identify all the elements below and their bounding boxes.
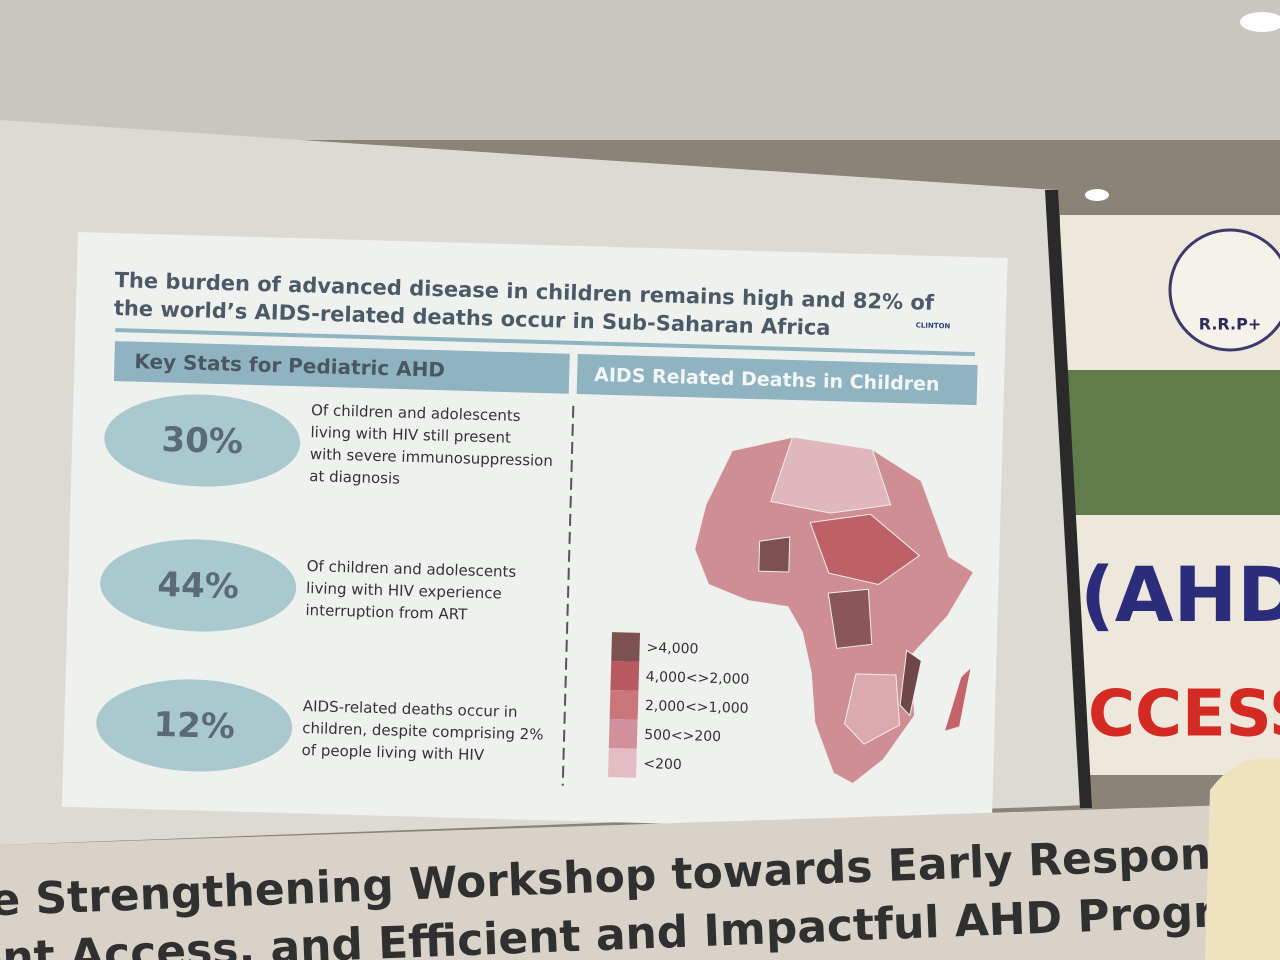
madagascar bbox=[943, 665, 972, 733]
screen-edge bbox=[1045, 190, 1092, 808]
country bbox=[809, 513, 921, 586]
stat-text: interruption from ART bbox=[305, 601, 468, 624]
slide: The burden of advanced disease in childr… bbox=[61, 232, 1008, 833]
country bbox=[827, 588, 873, 649]
poster-title: (AHD bbox=[1080, 550, 1280, 639]
stat-value: 12% bbox=[153, 705, 235, 747]
divider bbox=[115, 328, 975, 357]
legend-swatch bbox=[608, 719, 638, 749]
legend-swatch bbox=[607, 748, 637, 778]
legend-swatch bbox=[611, 632, 641, 662]
poster-landscape bbox=[1065, 370, 1280, 515]
ceiling bbox=[0, 0, 1280, 140]
stat-ellipse bbox=[96, 679, 293, 772]
stat-value: 44% bbox=[157, 565, 239, 607]
stat-text: of people living with HIV bbox=[301, 741, 485, 764]
legend-label: 4,000<>2,000 bbox=[646, 669, 750, 688]
legend-swatch bbox=[610, 661, 640, 691]
stat-text: at diagnosis bbox=[309, 467, 400, 488]
banner bbox=[0, 805, 1230, 960]
stat-ellipse bbox=[100, 539, 297, 632]
legend: >4,000 4,000<>2,000 2,000<>1,000 500<>200 <2… bbox=[607, 632, 750, 778]
poster-subtitle: CCESS bbox=[1088, 678, 1280, 752]
legend-swatch bbox=[609, 690, 639, 720]
poster-logo-text: R.R.P+ bbox=[1199, 315, 1262, 334]
poster-logo bbox=[1168, 228, 1280, 352]
africa-map bbox=[693, 436, 975, 785]
stat-text: living with HIV still present bbox=[310, 423, 511, 447]
stat-text: Of children and adolescents bbox=[311, 401, 521, 425]
legend-label: 2,000<>1,000 bbox=[645, 698, 749, 717]
ceiling-light bbox=[1085, 189, 1109, 201]
stat-text: AIDS-related deaths occur in bbox=[303, 697, 518, 721]
country bbox=[758, 536, 791, 573]
stat-value: 30% bbox=[161, 420, 243, 462]
country bbox=[899, 649, 922, 717]
stat-ellipse bbox=[104, 394, 301, 487]
left-header-bar bbox=[113, 341, 570, 394]
legend-label: <200 bbox=[643, 756, 682, 773]
legend-label: >4,000 bbox=[646, 640, 698, 657]
north-africa bbox=[770, 436, 892, 514]
column-divider bbox=[561, 405, 575, 786]
logo: CLINTON bbox=[916, 321, 951, 330]
stat-text: living with HIV experience bbox=[306, 579, 502, 602]
legend-label: 500<>200 bbox=[644, 727, 721, 745]
chair bbox=[1205, 758, 1280, 960]
ceiling-light bbox=[1240, 12, 1280, 32]
country bbox=[844, 673, 901, 745]
right-header-bar bbox=[576, 354, 978, 406]
stat-text: Of children and adolescents bbox=[307, 557, 517, 581]
